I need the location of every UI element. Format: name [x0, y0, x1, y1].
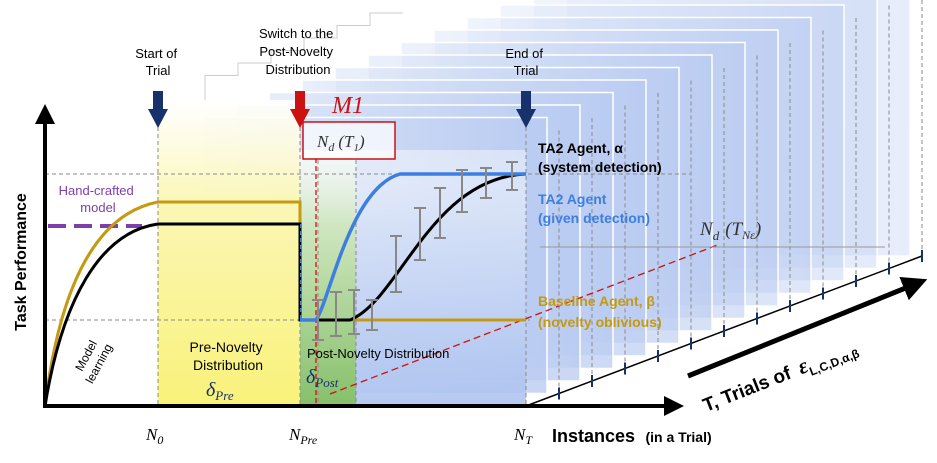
x-tick-nt-sub: T: [525, 433, 533, 447]
svg-text:Start of Trial: Start of Trial: [135, 46, 181, 78]
x-axis-label-suffix: (in a Trial): [646, 429, 712, 445]
nd-t1-arg: (T: [338, 132, 355, 151]
svg-text:T, Trials of εL,C,D,α,β: T, Trials of εL,C,D,α,β: [699, 333, 862, 419]
switch-label-2: Post-Novelty: [259, 44, 333, 59]
error-bar: [366, 299, 378, 331]
error-bar: [480, 167, 492, 199]
error-bar: [506, 161, 518, 191]
error-bars: [312, 161, 518, 341]
transition-region: [300, 150, 356, 406]
error-bar: [390, 235, 402, 293]
nd-diagonal-red-line: [329, 243, 721, 395]
nd-tn-arg: (T: [725, 219, 743, 240]
x-tick-n0-sub: 0: [157, 433, 163, 447]
svg-text:Nd(TNε): Nd (TNε): [699, 219, 761, 243]
legend-ta2-system-2: (system detection): [538, 159, 662, 175]
handcrafted-label-1: Hand-crafted: [59, 183, 134, 198]
nd-t1-close: ): [358, 132, 365, 151]
handcrafted-label-2: model: [80, 200, 116, 215]
error-bar: [312, 299, 324, 341]
x-tick-n0: N: [145, 425, 159, 444]
nd-t1-arg-sub: 1: [353, 142, 359, 154]
m1-label: M1: [331, 93, 364, 119]
legend-baseline-2: (novelty oblivious): [538, 314, 662, 330]
svg-text:Instances (in a Trial): Instances (in a Trial): [552, 426, 712, 446]
svg-text:Switch to the Post-Novelty: Switch to the Post-Novelty Distribution: [259, 26, 337, 77]
switch-label-3: Distribution: [265, 62, 330, 77]
trials-axis-arrow: [687, 277, 928, 379]
nd-t1-n: N: [316, 132, 330, 151]
switch-marker: [290, 91, 310, 128]
baseline-curve: [43, 200, 526, 407]
switch-label-1: Switch to the: [259, 26, 333, 41]
end-label-2: Trial: [514, 63, 539, 78]
pre-dist-sub: Pre: [214, 388, 234, 403]
error-bar: [414, 207, 426, 261]
post-dist-symbol: δ: [306, 366, 316, 388]
error-bar: [348, 289, 360, 335]
svg-text:NPre: NPre: [288, 425, 318, 447]
svg-text:Hand-crafted model: Hand-crafted model: [59, 183, 138, 215]
nd-tn-close: ): [754, 219, 761, 240]
pre-dist-symbol: δ: [206, 379, 216, 401]
svg-text:TA2 Agent (given detection: TA2 Agent (given detection): [538, 191, 650, 226]
legend-ta2-given-2: (given detection): [538, 210, 650, 226]
post-dist-label: Post-Novelty Distribution: [307, 346, 449, 361]
svg-text:N0: N0: [145, 425, 163, 447]
post-dist-sub: Post: [314, 375, 339, 390]
svg-text:Nd(T1): Nd (T1): [316, 132, 365, 154]
end-label-1: End of: [505, 46, 543, 61]
x-tick-npre: N: [288, 425, 302, 444]
error-bar: [330, 291, 342, 337]
trials-label: T, Trials of: [700, 363, 795, 417]
nd-t1-box: [302, 121, 396, 160]
nd-tn-n: N: [699, 219, 714, 240]
start-of-trial-marker: [148, 91, 168, 128]
y-axis-label: Task Performance: [13, 193, 30, 331]
nd-tn-sub: d: [713, 228, 720, 243]
start-label-2: Trial: [146, 63, 171, 78]
svg-text:Pre-Novelty Distribution: Pre-Novelty Distribution: [189, 339, 266, 373]
legend-ta2-system-1: TA2 Agent, α: [538, 140, 623, 156]
trials-subscript: L,C,D,α,β: [807, 346, 861, 378]
error-bar: [434, 187, 446, 239]
svg-text:NT: NT: [513, 425, 533, 447]
panel-staircase: [204, 12, 403, 100]
x-tick-npre-sub: Pre: [299, 433, 318, 447]
trial-ticks: [558, 250, 923, 400]
pre-dist-label-2: Distribution: [193, 357, 263, 373]
x-axis-label: Instances: [552, 426, 635, 446]
svg-text:TA2 Agent, α (system detec: TA2 Agent, α (system detection): [538, 140, 662, 175]
svg-text:Baseline Agent, β (novelty: Baseline Agent, β (novelty oblivious): [538, 293, 662, 330]
svg-text:End of Trial: End of Trial: [505, 46, 546, 78]
svg-text:δPost: δPost: [306, 366, 339, 390]
x-tick-nt: N: [513, 425, 527, 444]
error-bar: [456, 169, 468, 213]
start-label-1: Start of: [135, 46, 177, 61]
svg-text:Model learning: Model learning: [69, 334, 115, 385]
nd-t1-sub: d: [328, 140, 335, 154]
pre-novelty-region: [158, 100, 300, 406]
end-of-trial-marker: [516, 91, 536, 128]
legend-ta2-given-1: TA2 Agent: [538, 191, 607, 207]
svg-text:δPre: δPre: [206, 379, 234, 403]
legend-baseline-1: Baseline Agent, β: [538, 293, 655, 309]
pre-dist-label-1: Pre-Novelty: [189, 339, 262, 355]
nd-tn-arg-sub: Nε: [741, 228, 755, 242]
ta2-given-curve: [300, 172, 526, 322]
